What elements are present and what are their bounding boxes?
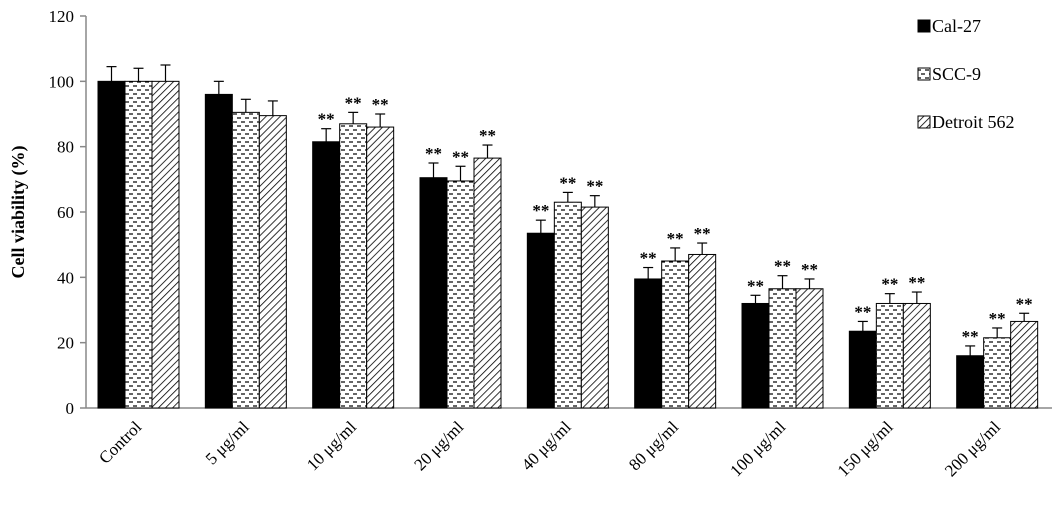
significance-label: ** bbox=[586, 177, 603, 196]
significance-label: ** bbox=[881, 275, 898, 294]
bar bbox=[151, 80, 180, 409]
significance-label: ** bbox=[908, 273, 925, 292]
bar bbox=[312, 141, 341, 409]
bars bbox=[97, 64, 1039, 409]
category-label: 10 μg/ml bbox=[303, 417, 360, 474]
bar bbox=[339, 123, 368, 409]
significance-label: ** bbox=[989, 309, 1006, 328]
bar bbox=[473, 157, 502, 409]
significance-label: ** bbox=[425, 144, 442, 163]
bar bbox=[741, 302, 770, 409]
significance-label: ** bbox=[532, 201, 549, 220]
bar bbox=[580, 206, 609, 409]
significance-label: ** bbox=[801, 260, 818, 279]
bar bbox=[768, 288, 797, 409]
bar bbox=[875, 302, 904, 409]
bar bbox=[366, 126, 395, 409]
significance-label: ** bbox=[1016, 294, 1033, 313]
category-label: Control bbox=[95, 417, 145, 467]
y-tick-label: 120 bbox=[49, 7, 75, 26]
bar bbox=[956, 355, 985, 409]
category-label: 150 μg/ml bbox=[834, 417, 897, 480]
bar bbox=[204, 93, 233, 409]
category-label: 80 μg/ml bbox=[625, 417, 682, 474]
bar bbox=[231, 111, 260, 409]
y-tick-label: 20 bbox=[57, 334, 74, 353]
significance-label: ** bbox=[640, 249, 657, 268]
y-tick-label: 60 bbox=[57, 203, 74, 222]
legend-entry: Cal-27 bbox=[932, 16, 981, 36]
y-axis-label: Cell viability (%) bbox=[8, 146, 29, 279]
bar bbox=[526, 232, 555, 409]
legend: Cal-27 SCC-9 Detroit 562 bbox=[917, 16, 1015, 132]
bar bbox=[97, 80, 126, 409]
bar bbox=[848, 330, 877, 409]
significance-label: ** bbox=[559, 173, 576, 192]
bar bbox=[419, 177, 448, 409]
significance-label: ** bbox=[962, 327, 979, 346]
bar bbox=[983, 337, 1012, 409]
bar bbox=[688, 253, 717, 409]
significance-label: ** bbox=[452, 147, 469, 166]
significance-label: ** bbox=[345, 93, 362, 112]
category-label: 20 μg/ml bbox=[410, 417, 467, 474]
significance-label: ** bbox=[667, 229, 684, 248]
bar bbox=[258, 115, 287, 409]
significance-label: ** bbox=[318, 110, 335, 129]
bar bbox=[661, 260, 690, 409]
category-label: 5 μg/ml bbox=[202, 417, 253, 468]
bar bbox=[553, 201, 582, 409]
legend-swatch bbox=[917, 19, 931, 33]
significance-label: ** bbox=[479, 126, 496, 145]
bar bbox=[634, 278, 663, 409]
significance-label: ** bbox=[747, 276, 764, 295]
category-label: 100 μg/ml bbox=[726, 417, 789, 480]
significance-label: ** bbox=[372, 95, 389, 114]
legend-swatch bbox=[917, 115, 931, 129]
legend-entry: Detroit 562 bbox=[932, 112, 1015, 132]
significance-label: ** bbox=[854, 302, 871, 321]
bar bbox=[446, 180, 475, 409]
y-tick-label: 40 bbox=[57, 268, 74, 287]
legend-swatch bbox=[917, 67, 931, 81]
legend-entry: SCC-9 bbox=[932, 64, 981, 84]
y-tick-label: 80 bbox=[57, 138, 74, 157]
bar bbox=[902, 302, 931, 409]
bar bbox=[1010, 320, 1039, 409]
y-tick-label: 0 bbox=[66, 399, 75, 418]
bar bbox=[795, 288, 824, 409]
y-tick-label: 100 bbox=[49, 72, 75, 91]
category-label: 40 μg/ml bbox=[518, 417, 575, 474]
bar bbox=[124, 80, 153, 409]
significance-label: ** bbox=[694, 224, 711, 243]
significance-label: ** bbox=[774, 257, 791, 276]
category-label: 200 μg/ml bbox=[941, 417, 1004, 480]
